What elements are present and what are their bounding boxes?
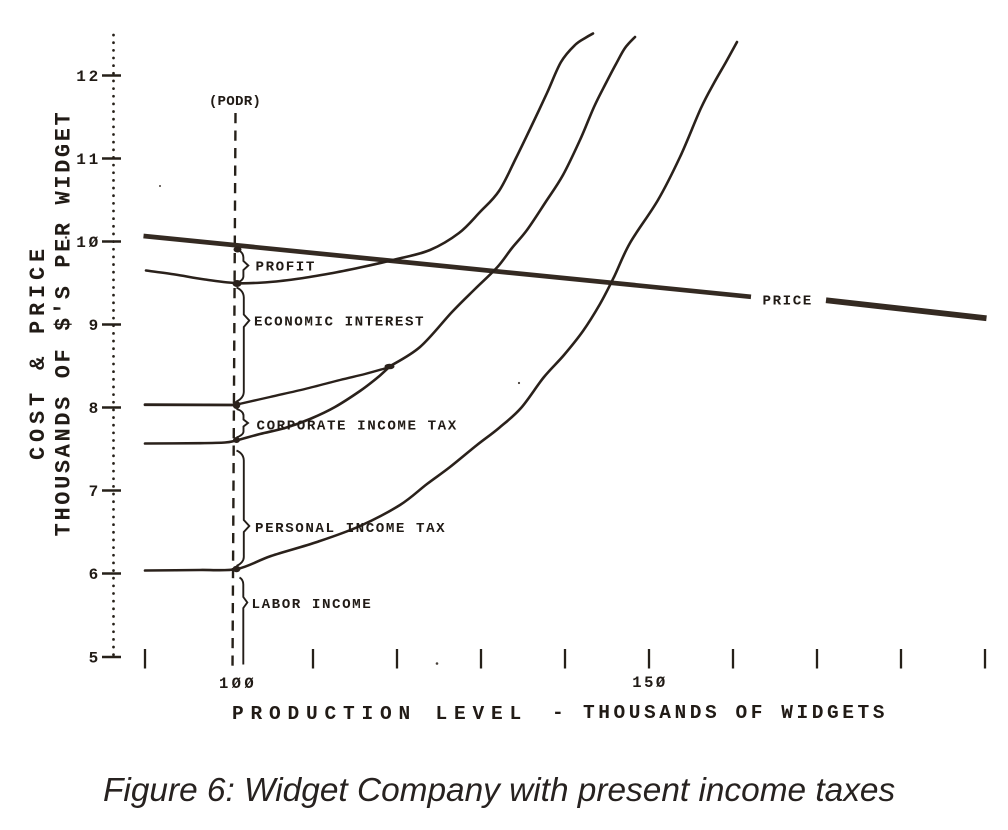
svg-text:(PODR): (PODR)	[209, 94, 261, 110]
svg-text:THOUSANDS OF WIDGETS: THOUSANDS OF WIDGETS	[583, 702, 888, 724]
svg-text:THOUSANDS OF $'S PER WIDGET: THOUSANDS OF $'S PER WIDGET	[52, 110, 77, 537]
svg-text:5: 5	[89, 650, 101, 668]
svg-text:7: 7	[89, 483, 101, 501]
svg-text:PRICE: PRICE	[763, 294, 813, 310]
svg-text:1Ø: 1Ø	[76, 234, 101, 252]
svg-text:LABOR INCOME: LABOR INCOME	[252, 597, 373, 613]
svg-text:ECONOMIC INTEREST: ECONOMIC INTEREST	[254, 314, 425, 330]
svg-text:PROFIT: PROFIT	[256, 259, 316, 275]
svg-text:1ØØ: 1ØØ	[219, 675, 257, 693]
svg-text:-: -	[552, 702, 564, 724]
svg-text:Figure 6: Widget Company with: Figure 6: Widget Company with present in…	[103, 772, 895, 809]
svg-text:PERSONAL INCOME TAX: PERSONAL INCOME TAX	[255, 521, 446, 537]
svg-text:12: 12	[76, 68, 101, 86]
svg-text:15Ø: 15Ø	[632, 674, 667, 692]
svg-text:CORPORATE INCOME TAX: CORPORATE INCOME TAX	[257, 418, 458, 434]
svg-text:11: 11	[76, 151, 101, 169]
svg-text:6: 6	[89, 566, 101, 584]
svg-text:9: 9	[89, 317, 101, 335]
svg-text:8: 8	[89, 400, 101, 418]
svg-text:COST & PRICE: COST & PRICE	[26, 244, 51, 460]
svg-text:PRODUCTION LEVEL: PRODUCTION LEVEL	[232, 703, 528, 725]
